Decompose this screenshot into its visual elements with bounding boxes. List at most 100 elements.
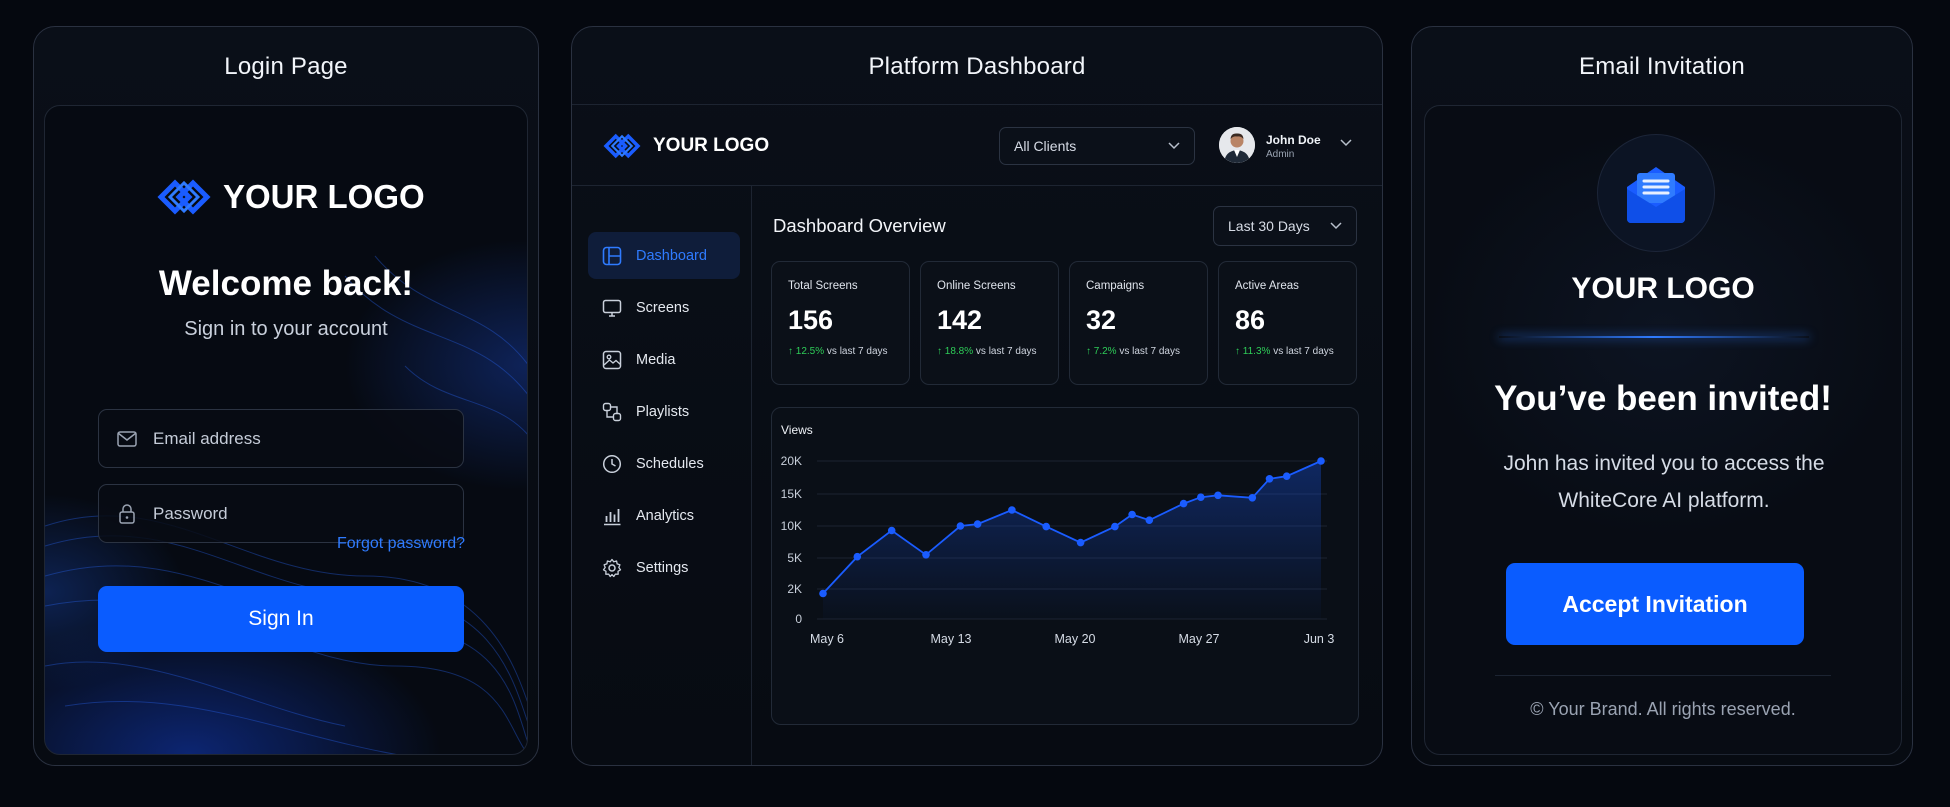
stat-delta: ↑ 18.8% vs last 7 days	[937, 346, 1058, 357]
up-arrow-icon: ↑	[937, 346, 942, 357]
email-card: YOUR LOGO You’ve been invited! John has …	[1424, 105, 1902, 755]
monitor-icon	[602, 299, 622, 317]
invitation-heading: You’ve been invited!	[1494, 379, 1832, 418]
login-logo: YOUR LOGO	[157, 174, 425, 220]
data-point	[1008, 506, 1016, 514]
data-point	[1076, 538, 1085, 547]
stat-delta-value: 11.3%	[1242, 346, 1271, 357]
data-point	[1145, 516, 1154, 524]
data-point	[1197, 493, 1205, 501]
panel-title-dashboard: Platform Dashboard	[868, 53, 1086, 80]
client-select[interactable]: All Clients	[999, 127, 1195, 165]
stat-delta: ↑ 11.3% vs last 7 days	[1235, 346, 1356, 357]
logo-text: YOUR LOGO	[223, 178, 425, 215]
lock-icon	[119, 503, 135, 524]
stat-delta: ↑ 7.2% vs last 7 days	[1086, 346, 1207, 357]
stat-value: 32	[1086, 305, 1117, 335]
sidebar-item-label: Playlists	[636, 403, 690, 420]
up-arrow-icon: ↑	[1235, 346, 1240, 357]
platform-dashboard-panel: Platform Dashboard YOUR LOGO All Clients	[571, 26, 1383, 766]
stat-card-active-areas: Active Areas 86 ↑ 11.3% vs last 7 days	[1218, 261, 1357, 385]
password-field[interactable]	[98, 484, 464, 543]
sidebar-item-playlists[interactable]: Playlists	[588, 388, 740, 435]
welcome-heading: Welcome back!	[158, 264, 414, 303]
y-tick-label: 10K	[781, 519, 802, 533]
sidebar-item-label: Dashboard	[636, 247, 707, 264]
sidebar-item-screens[interactable]: Screens	[588, 284, 740, 331]
panel-title-email: Email Invitation	[1579, 53, 1745, 80]
sidebar: Dashboard Screens Media Playlists	[572, 186, 752, 765]
email-logo-text: YOUR LOGO	[1571, 272, 1755, 305]
sidebar-item-analytics[interactable]: Analytics	[588, 492, 740, 539]
x-tick-label: Jun 3	[1304, 632, 1335, 646]
forgot-password-link[interactable]: Forgot password?	[336, 535, 465, 552]
chevron-down-icon	[1168, 142, 1180, 150]
sidebar-item-schedules[interactable]: Schedules	[588, 440, 740, 487]
data-point	[1265, 475, 1274, 483]
date-range-value: Last 30 Days	[1228, 218, 1310, 234]
stat-delta-value: 7.2%	[1093, 346, 1117, 357]
welcome-subtitle: Sign in to your account	[184, 318, 388, 340]
data-point	[1248, 494, 1257, 502]
login-page-panel: Login Page YOUR	[33, 26, 539, 766]
email-input[interactable]	[153, 428, 433, 449]
chart-title: Views	[781, 423, 813, 437]
user-avatar-image	[1219, 127, 1255, 163]
data-point	[1317, 457, 1325, 465]
password-input[interactable]	[153, 503, 433, 524]
sidebar-item-label: Schedules	[636, 455, 704, 472]
stat-card-total-screens: Total Screens 156 ↑ 12.5% vs last 7 days	[771, 261, 910, 385]
clock-icon	[602, 454, 622, 473]
data-point	[1282, 472, 1291, 480]
accept-invitation-button[interactable]: Accept Invitation	[1506, 563, 1804, 645]
sidebar-item-dashboard[interactable]: Dashboard	[588, 232, 740, 279]
stat-value: 142	[937, 305, 983, 335]
x-tick-label: May 6	[810, 632, 844, 646]
playlist-icon	[602, 402, 622, 421]
stat-delta-value: 18.8%	[944, 346, 974, 357]
dashboard-logo[interactable]: YOUR LOGO	[603, 130, 769, 162]
gear-icon	[602, 558, 622, 577]
user-role: Admin	[1266, 149, 1295, 160]
logo-mark-icon	[603, 133, 641, 159]
x-tick-label: May 20	[1055, 632, 1096, 646]
stat-delta-period: vs last 7 days	[826, 346, 888, 357]
data-point	[887, 526, 896, 535]
login-card: YOUR LOGO Welcome back! Sign in to your …	[44, 105, 528, 755]
dashboard-icon	[602, 246, 622, 265]
data-point	[956, 522, 965, 530]
y-tick-label: 20K	[781, 454, 802, 468]
series-area	[823, 461, 1321, 619]
dashboard-header: YOUR LOGO All Clients John Doe Admin	[572, 104, 1382, 186]
x-tick-label: May 13	[931, 632, 972, 646]
sign-in-button[interactable]: Sign In	[98, 586, 464, 652]
user-menu-chevron-icon[interactable]	[1340, 139, 1352, 147]
email-field[interactable]	[98, 409, 464, 468]
stat-card-online-screens: Online Screens 142 ↑ 18.8% vs last 7 day…	[920, 261, 1059, 385]
up-arrow-icon: ↑	[1086, 346, 1091, 357]
sidebar-item-settings[interactable]: Settings	[588, 544, 740, 591]
client-select-value: All Clients	[1014, 138, 1077, 154]
y-tick-label: 5K	[787, 551, 802, 565]
envelope-badge	[1597, 134, 1715, 252]
sidebar-item-label: Screens	[636, 299, 690, 316]
sidebar-item-label: Analytics	[636, 507, 695, 524]
glow-divider	[1499, 336, 1809, 338]
stat-label: Online Screens	[937, 280, 1016, 292]
data-point	[1042, 522, 1050, 531]
bar-chart-icon	[604, 508, 621, 525]
data-point	[922, 551, 930, 559]
stat-delta: ↑ 12.5% vs last 7 days	[788, 346, 909, 357]
stat-label: Active Areas	[1235, 280, 1299, 292]
logo-mark-icon	[157, 179, 211, 215]
avatar[interactable]	[1219, 127, 1255, 163]
footer-divider	[1495, 675, 1831, 676]
data-point	[819, 589, 827, 598]
user-name: John Doe	[1266, 133, 1321, 147]
sidebar-item-label: Settings	[636, 559, 689, 576]
panel-title-login: Login Page	[224, 53, 348, 80]
data-point	[1111, 522, 1119, 531]
date-range-select[interactable]: Last 30 Days	[1213, 206, 1357, 246]
data-point	[1128, 510, 1136, 519]
sidebar-item-media[interactable]: Media	[588, 336, 740, 383]
